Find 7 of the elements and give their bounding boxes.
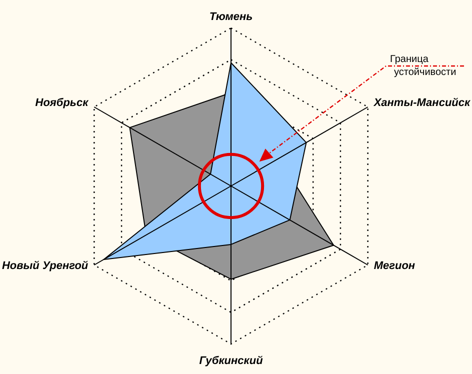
spoke-label: Мегион bbox=[374, 260, 416, 272]
spoke-label: Губкинский bbox=[199, 355, 264, 367]
text: Граница устойчивости bbox=[390, 54, 456, 78]
spoke-label: Тюмень bbox=[209, 11, 253, 23]
spoke-label: Ноябрьск bbox=[35, 97, 90, 109]
spoke-label: Новый Уренгой bbox=[2, 260, 88, 272]
spoke-label: Ханты-Мансийск bbox=[372, 97, 472, 109]
